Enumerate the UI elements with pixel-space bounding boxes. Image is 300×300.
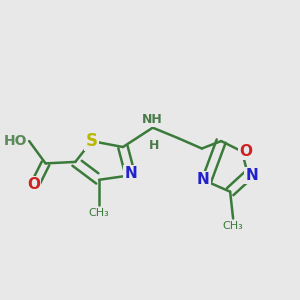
Text: N: N xyxy=(245,168,258,183)
Text: CH₃: CH₃ xyxy=(89,208,110,218)
Text: HO: HO xyxy=(4,134,28,148)
Text: N: N xyxy=(197,172,210,187)
Text: O: O xyxy=(27,177,40,192)
Text: S: S xyxy=(86,132,98,150)
Text: N: N xyxy=(124,166,137,181)
Text: H: H xyxy=(149,139,159,152)
Text: NH: NH xyxy=(142,113,163,126)
Text: CH₃: CH₃ xyxy=(223,221,244,232)
Text: O: O xyxy=(239,144,252,159)
